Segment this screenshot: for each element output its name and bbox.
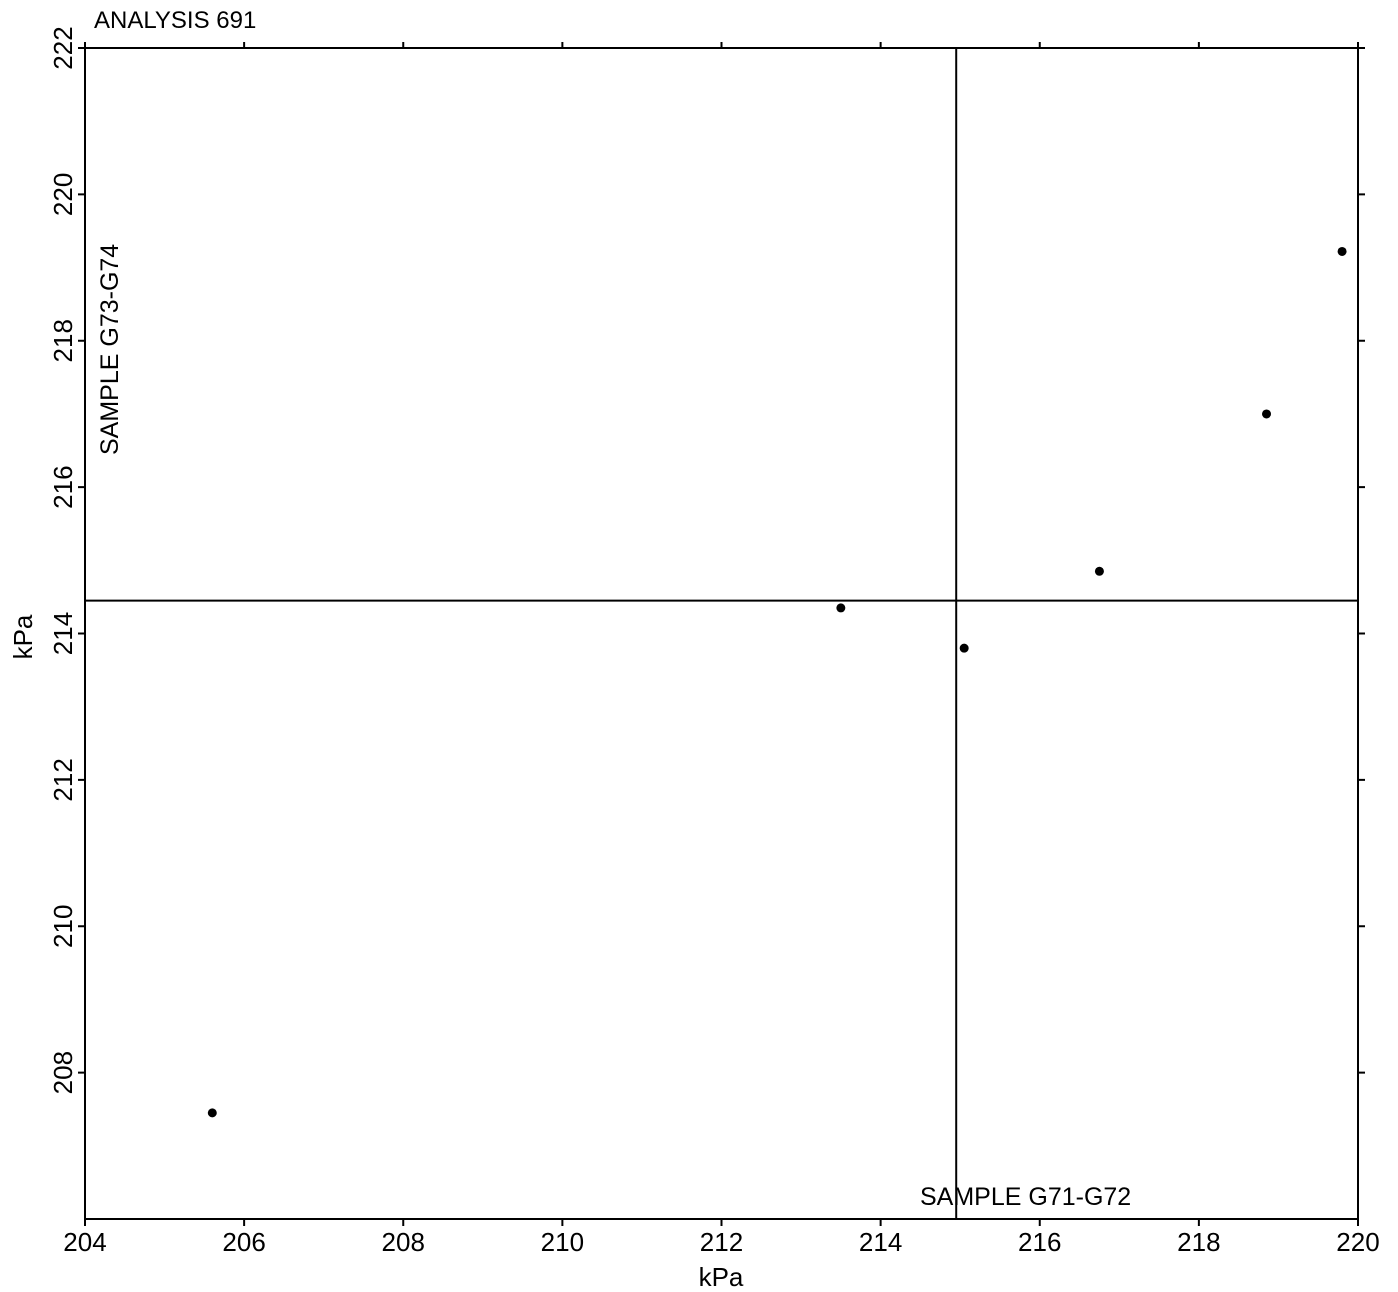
- x-tick-label: 218: [1177, 1227, 1220, 1257]
- x-tick-label: 204: [63, 1227, 106, 1257]
- x-tick-label: 216: [1018, 1227, 1061, 1257]
- chart-title: ANALYSIS 691: [94, 7, 256, 34]
- y-tick-label: 210: [48, 905, 78, 948]
- x-tick-label: 214: [859, 1227, 902, 1257]
- y-axis-label: kPa: [8, 614, 38, 659]
- x-tick-label: 212: [700, 1227, 743, 1257]
- data-point: [836, 603, 846, 613]
- y-tick-label: 212: [48, 758, 78, 801]
- x-sample-annotation: SAMPLE G71-G72: [920, 1183, 1131, 1211]
- x-tick-label: 220: [1336, 1227, 1379, 1257]
- y-tick-label: 218: [48, 319, 78, 362]
- data-point: [1262, 409, 1272, 419]
- plot-frame: [84, 47, 1359, 1220]
- reference-lines: [85, 48, 1358, 1219]
- y-tick-label: 216: [48, 465, 78, 508]
- data-point: [1337, 246, 1347, 256]
- x-axis-ticks: 204 206 208 210 212 214 216 218 220: [63, 42, 1380, 1257]
- x-tick-label: 206: [222, 1227, 265, 1257]
- data-point: [1094, 566, 1104, 576]
- y-axis-ticks: 208 210 212 214 216 218 220 222: [48, 26, 1365, 1094]
- plot-border: [84, 47, 1359, 1220]
- y-tick-label: 220: [48, 173, 78, 216]
- data-points: [207, 246, 1347, 1118]
- y-tick-label: 214: [48, 612, 78, 655]
- y-tick-label: 208: [48, 1051, 78, 1094]
- y-sample-annotation: SAMPLE G73-G74: [96, 244, 124, 455]
- data-point: [207, 1108, 217, 1118]
- y-tick-label: 222: [48, 26, 78, 69]
- x-axis-label: kPa: [699, 1262, 744, 1292]
- x-tick-label: 208: [382, 1227, 425, 1257]
- data-point: [959, 643, 969, 653]
- x-tick-label: 210: [541, 1227, 584, 1257]
